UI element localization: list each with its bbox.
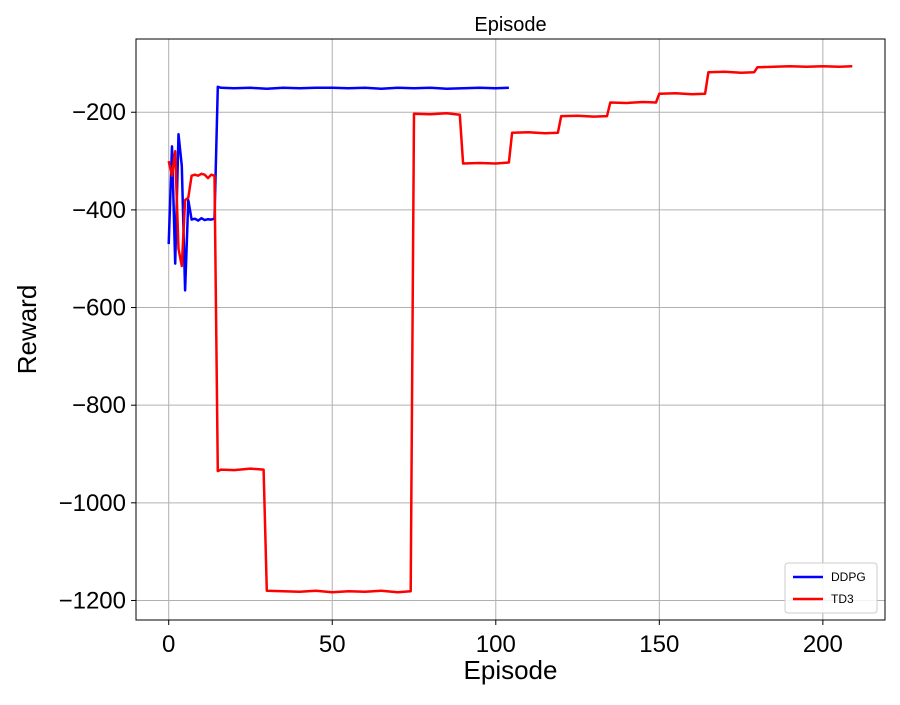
y-tick-label: −1200 (59, 587, 126, 614)
y-tick-label: −200 (72, 99, 126, 126)
y-tick-label: −800 (72, 392, 126, 419)
series-line-ddpg (167, 85, 509, 292)
series-layer (167, 65, 853, 594)
series-line-td3 (167, 65, 853, 594)
y-tick-label: −1000 (59, 490, 126, 517)
grid-layer (136, 39, 885, 620)
chart-title: Episode (474, 14, 546, 36)
plot-frame (135, 38, 886, 621)
legend-label-ddpg: DDPG (831, 570, 866, 584)
y-axis-label: Reward (12, 285, 42, 375)
y-tick-label: −600 (72, 295, 126, 322)
legend-box (784, 562, 878, 614)
legend-label-td3: TD3 (831, 592, 854, 606)
x-tick-label: 100 (476, 631, 516, 658)
tick-layer: 0 50 100 150 200 −200 −400 −600 −800 −1000 −1200 (59, 99, 843, 658)
x-tick-label: 0 (162, 631, 175, 658)
x-tick-label: 150 (639, 631, 679, 658)
legend: DDPG TD3 (784, 562, 878, 614)
x-axis-label: Episode (464, 655, 558, 685)
y-tick-label: −400 (72, 197, 126, 224)
x-tick-label: 50 (319, 631, 346, 658)
x-tick-label: 200 (803, 631, 843, 658)
